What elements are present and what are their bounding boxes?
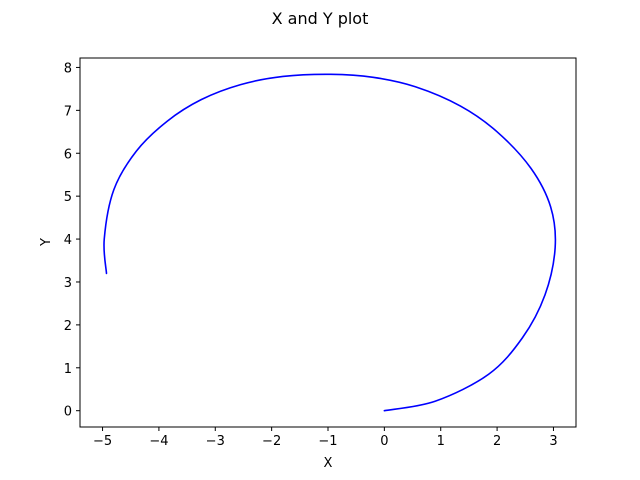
y-tick-label: 5: [64, 190, 72, 205]
y-tick-label: 0: [64, 405, 72, 420]
plot-area: [103, 73, 557, 412]
x-axis: −5 −4 −3 −2 −1 0 1 2 3: [93, 427, 558, 449]
x-tick-label: −2: [262, 434, 281, 449]
x-tick-label: −4: [149, 434, 168, 449]
x-tick-label: 1: [437, 434, 445, 449]
y-axis-label: Y: [39, 238, 54, 247]
y-tick-label: 3: [64, 276, 72, 291]
y-tick-label: 6: [64, 147, 72, 162]
x-tick-label: −3: [206, 434, 225, 449]
y-tick-label: 7: [64, 104, 72, 119]
y-tick-label: 8: [64, 61, 72, 76]
x-tick-label: −5: [93, 434, 112, 449]
x-tick-label: 0: [380, 434, 388, 449]
axes-frame: [79, 57, 577, 428]
chart-title: X and Y plot: [272, 9, 369, 28]
x-tick-label: 2: [493, 434, 501, 449]
y-axis: 0 1 2 3 4 5 6 7 8: [64, 61, 80, 420]
y-tick-label: 2: [64, 319, 72, 334]
y-tick-label: 4: [64, 233, 72, 248]
series-line-0: [103, 73, 557, 412]
x-tick-label: −1: [318, 434, 337, 449]
y-tick-label: 1: [64, 362, 72, 377]
x-tick-label: 3: [549, 434, 557, 449]
x-axis-label: X: [324, 456, 333, 471]
